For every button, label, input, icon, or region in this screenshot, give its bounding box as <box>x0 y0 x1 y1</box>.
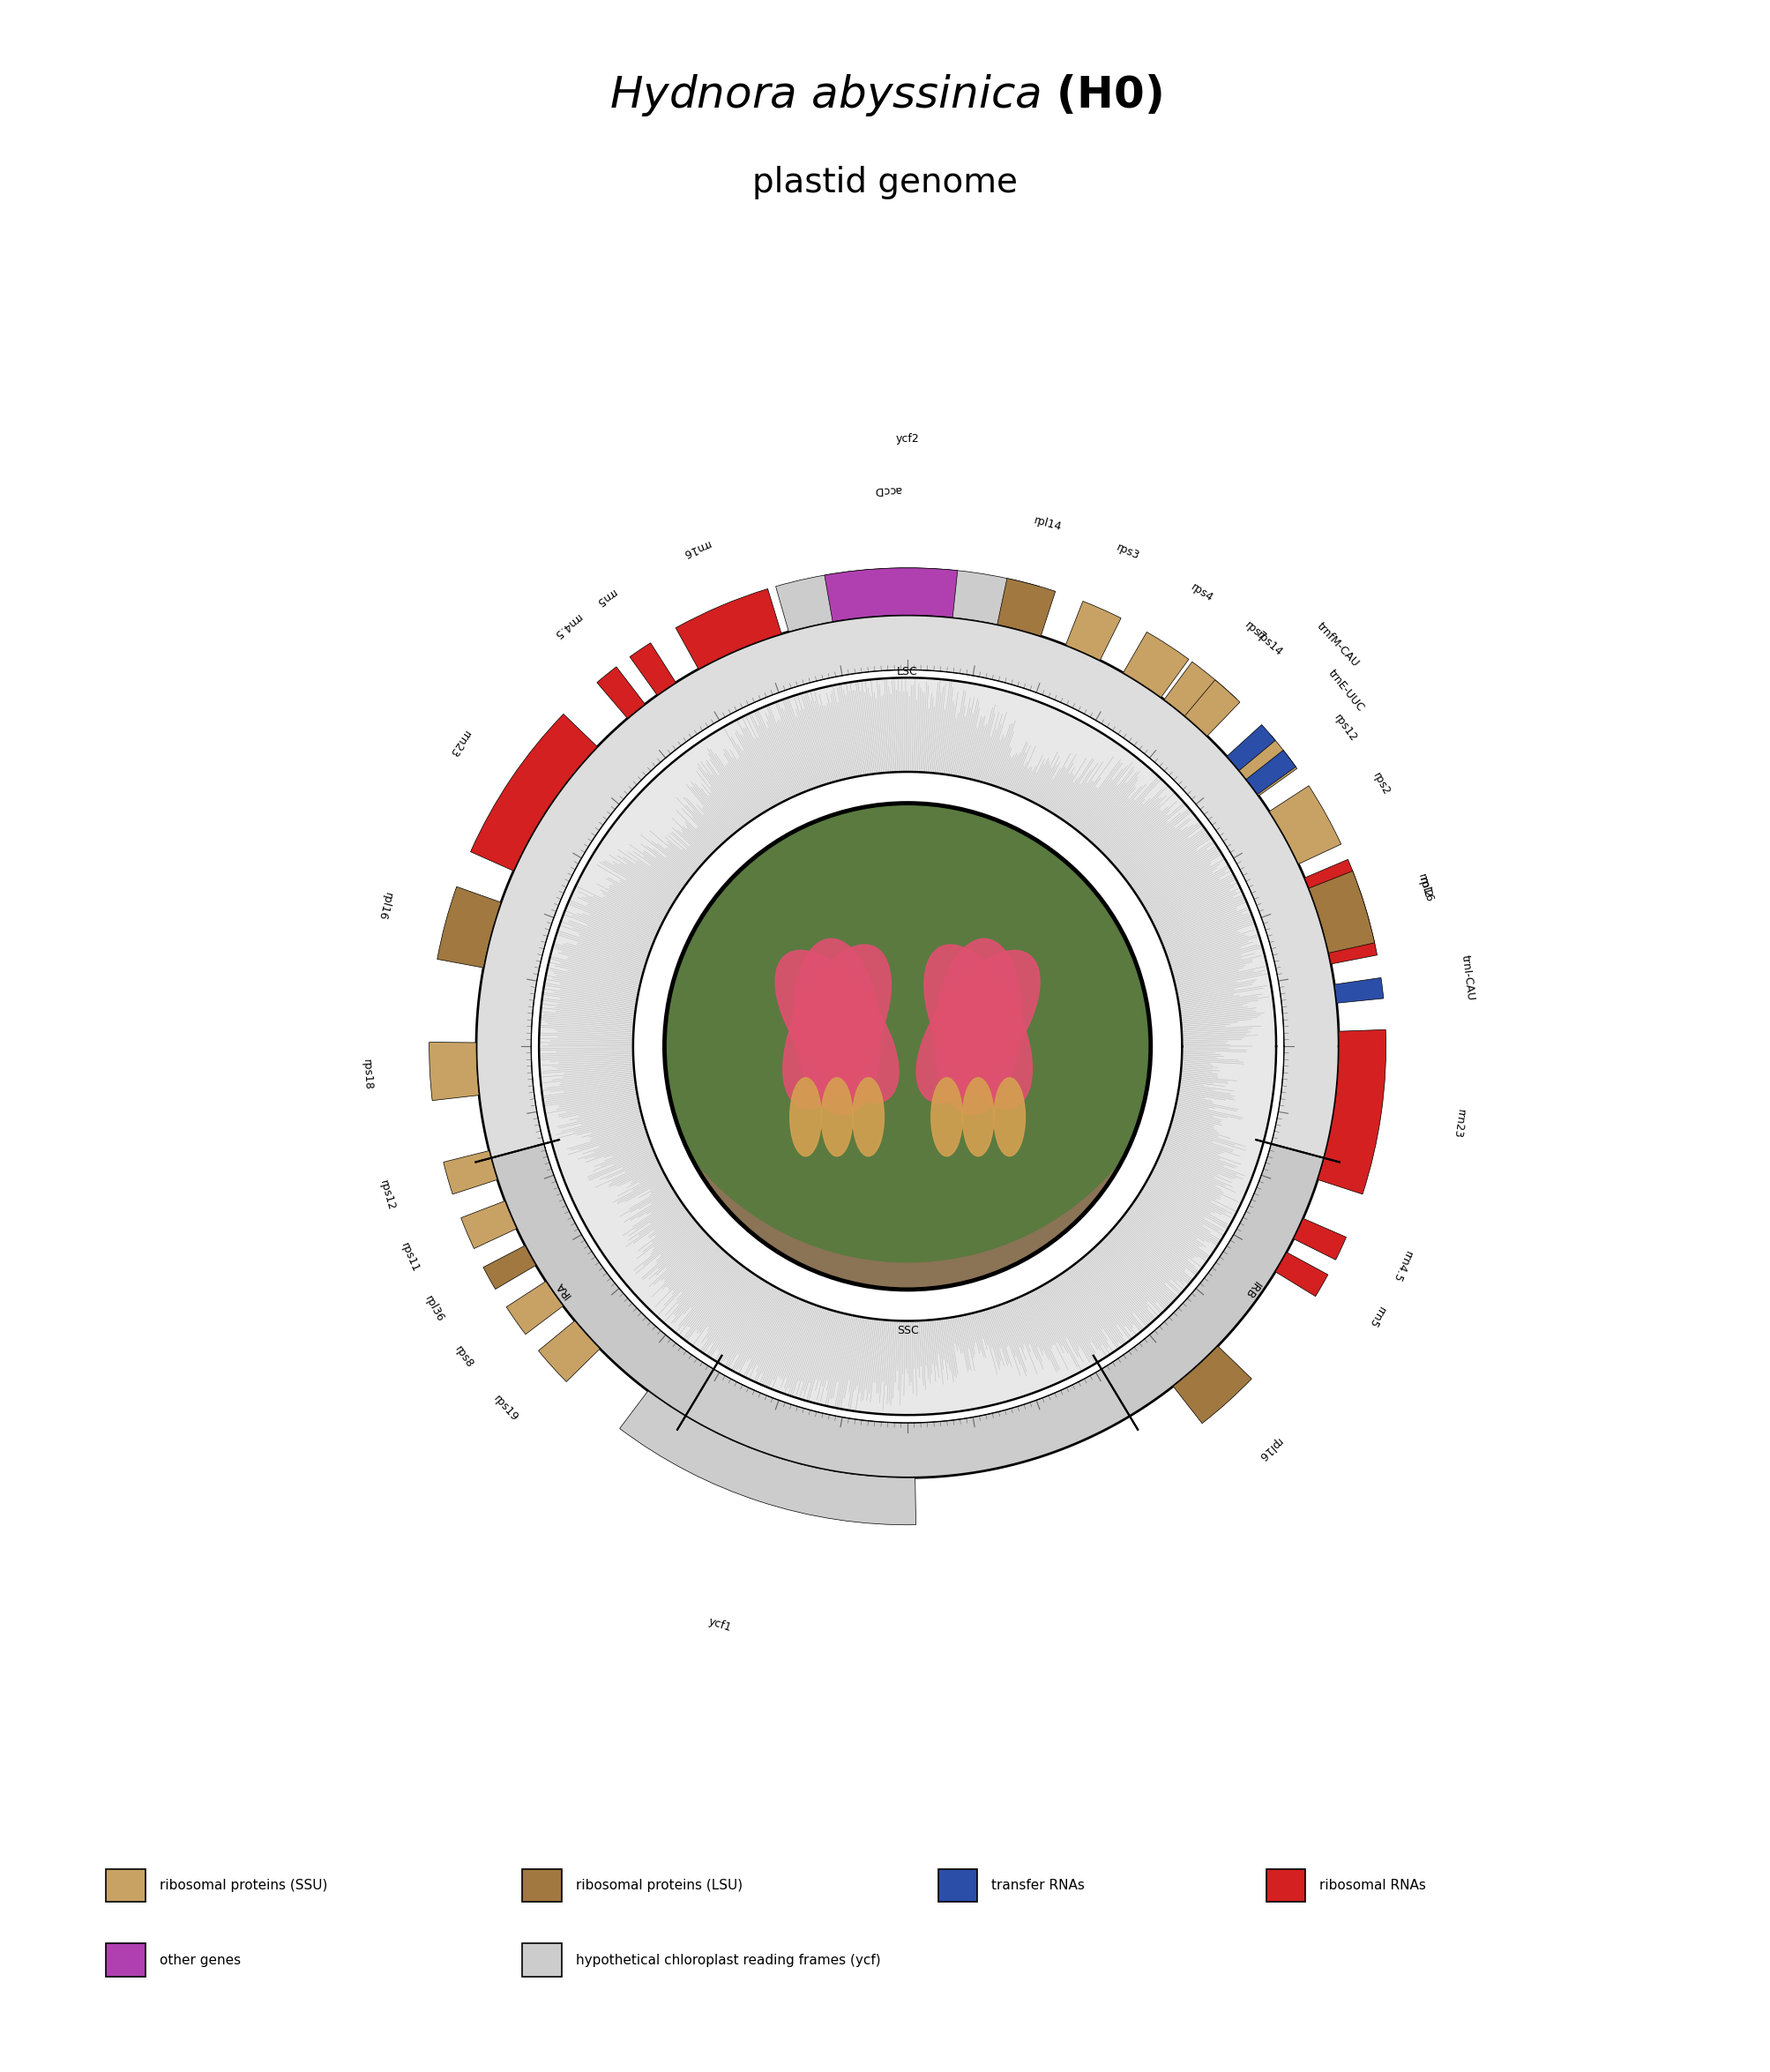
Wedge shape <box>1308 870 1374 953</box>
Wedge shape <box>471 715 596 870</box>
Text: rpl14: rpl14 <box>1032 514 1062 533</box>
Text: ribosomal RNAs: ribosomal RNAs <box>1319 1879 1425 1892</box>
Text: hypothetical chloroplast reading frames (ycf): hypothetical chloroplast reading frames … <box>575 1954 880 1966</box>
Wedge shape <box>460 1202 517 1249</box>
Text: ycf2: ycf2 <box>896 433 919 443</box>
Ellipse shape <box>935 939 1021 1115</box>
Wedge shape <box>1269 785 1340 864</box>
Wedge shape <box>483 1245 536 1289</box>
Text: rps18: rps18 <box>361 1059 373 1090</box>
Text: trnI-CAU: trnI-CAU <box>1458 953 1476 1001</box>
Text: rps4: rps4 <box>1188 580 1214 603</box>
Text: rps3: rps3 <box>1113 541 1140 562</box>
Text: rrn5: rrn5 <box>593 586 618 609</box>
Text: $\mathbf{\it{Hydnora\ abyssinica}}$$\mathbf{\ (H0)}$: $\mathbf{\it{Hydnora\ abyssinica}}$$\mat… <box>609 73 1161 118</box>
Text: ribosomal proteins (LSU): ribosomal proteins (LSU) <box>575 1879 742 1892</box>
Text: rps19: rps19 <box>490 1392 520 1423</box>
Wedge shape <box>1184 680 1239 736</box>
Text: rps7: rps7 <box>1243 620 1267 644</box>
Text: rrn23: rrn23 <box>1451 1109 1466 1140</box>
Wedge shape <box>476 615 1338 1158</box>
Wedge shape <box>538 678 1276 1415</box>
Text: rps2: rps2 <box>1370 771 1391 798</box>
Wedge shape <box>676 588 781 669</box>
Text: transfer RNAs: transfer RNAs <box>991 1879 1085 1892</box>
Wedge shape <box>1335 978 1382 1003</box>
Wedge shape <box>538 1320 600 1382</box>
Wedge shape <box>1235 736 1296 796</box>
Text: accD: accD <box>874 483 901 495</box>
Text: other genes: other genes <box>159 1954 241 1966</box>
Wedge shape <box>1292 1218 1345 1260</box>
Ellipse shape <box>917 951 1039 1102</box>
Ellipse shape <box>931 1077 963 1156</box>
Wedge shape <box>1246 750 1296 794</box>
Ellipse shape <box>821 1077 853 1156</box>
Text: rrn4.5: rrn4.5 <box>550 611 582 640</box>
Text: SSC: SSC <box>896 1324 919 1336</box>
Text: trnfM-CAU: trnfM-CAU <box>1313 622 1361 669</box>
Wedge shape <box>1163 661 1235 733</box>
Text: rps8: rps8 <box>453 1343 476 1370</box>
Ellipse shape <box>782 945 890 1109</box>
Wedge shape <box>1274 1251 1328 1297</box>
Text: rpl2: rpl2 <box>1416 876 1434 899</box>
Text: rps12: rps12 <box>1331 713 1358 744</box>
Text: rrn16: rrn16 <box>680 537 712 559</box>
Text: rpl16: rpl16 <box>375 891 395 922</box>
Wedge shape <box>442 1150 497 1193</box>
Wedge shape <box>630 642 676 694</box>
Text: rrn5: rrn5 <box>1365 1303 1386 1330</box>
Wedge shape <box>1227 725 1274 771</box>
Wedge shape <box>1172 1347 1251 1423</box>
Wedge shape <box>506 1280 563 1334</box>
Text: IRB: IRB <box>1241 1278 1262 1301</box>
Text: rrn16: rrn16 <box>1414 872 1434 903</box>
Circle shape <box>634 713 1182 1262</box>
Wedge shape <box>596 667 644 719</box>
Wedge shape <box>428 1042 478 1100</box>
Ellipse shape <box>924 945 1032 1109</box>
Wedge shape <box>1101 1144 1324 1415</box>
Ellipse shape <box>775 951 897 1102</box>
Text: IRA: IRA <box>552 1278 573 1299</box>
Wedge shape <box>775 568 1039 632</box>
Ellipse shape <box>963 1077 993 1156</box>
Ellipse shape <box>853 1077 883 1156</box>
Text: rrn4.5: rrn4.5 <box>1389 1249 1412 1285</box>
Ellipse shape <box>993 1077 1025 1156</box>
Circle shape <box>634 831 1182 1380</box>
Text: rpl16: rpl16 <box>1255 1434 1283 1463</box>
Wedge shape <box>685 1370 1129 1477</box>
Wedge shape <box>620 1390 915 1525</box>
Wedge shape <box>825 568 958 622</box>
Ellipse shape <box>793 939 880 1115</box>
Text: plastid genome: plastid genome <box>752 166 1018 199</box>
Text: LSC: LSC <box>897 667 917 678</box>
Wedge shape <box>1122 632 1188 698</box>
Wedge shape <box>1066 601 1120 661</box>
Wedge shape <box>490 1144 713 1415</box>
Text: ribosomal proteins (SSU): ribosomal proteins (SSU) <box>159 1879 327 1892</box>
Text: rrn23: rrn23 <box>446 727 473 758</box>
Ellipse shape <box>789 1077 821 1156</box>
Text: rps12: rps12 <box>377 1179 396 1212</box>
Text: rps11: rps11 <box>398 1241 421 1274</box>
Text: trnE-UUC: trnE-UUC <box>1326 667 1366 715</box>
Wedge shape <box>1304 860 1377 963</box>
Text: rpl36: rpl36 <box>423 1293 446 1324</box>
Wedge shape <box>437 887 501 968</box>
Text: rps14: rps14 <box>1253 630 1285 659</box>
Wedge shape <box>997 578 1055 636</box>
Wedge shape <box>1317 1030 1386 1193</box>
Text: ycf1: ycf1 <box>706 1616 733 1633</box>
